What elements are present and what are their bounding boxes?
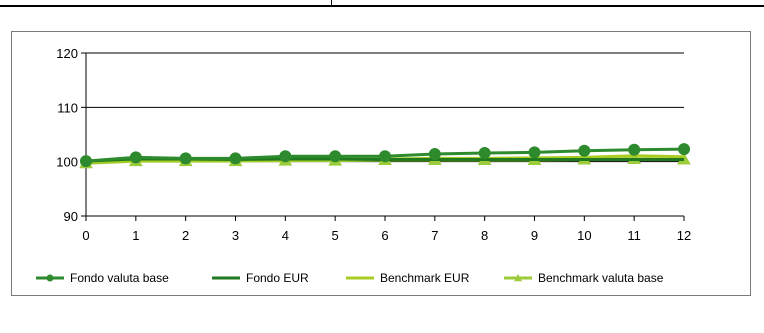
legend-label: Benchmark valuta base xyxy=(538,271,664,285)
legend: Fondo valuta base Fondo EUR Benchmark EUR B… xyxy=(36,271,664,285)
x-tick-label: 11 xyxy=(627,228,641,243)
top-rule xyxy=(0,5,764,7)
legend-item-fondo-eur: Fondo EUR xyxy=(212,271,309,285)
data-point-fondo-valuta-base xyxy=(279,150,292,163)
data-point-fondo-valuta-base xyxy=(80,155,92,168)
legend-item-fondo-valuta-base: Fondo valuta base xyxy=(36,271,169,285)
y-tick-label: 110 xyxy=(57,100,78,115)
legend-label: Fondo EUR xyxy=(246,271,309,285)
y-tick-label: 100 xyxy=(56,155,78,170)
x-tick-label: 10 xyxy=(577,228,591,243)
data-point-fondo-valuta-base xyxy=(379,150,391,163)
series-fondo-valuta-base xyxy=(80,143,690,168)
x-tick-label: 6 xyxy=(381,228,388,243)
legend-marker-fondo-valuta-base xyxy=(46,274,54,282)
x-tick-label: 3 xyxy=(232,228,239,243)
data-point-fondo-valuta-base xyxy=(628,143,641,156)
x-tick-label: 5 xyxy=(332,228,339,243)
x-tick-label: 9 xyxy=(531,228,538,243)
y-tick-label: 120 xyxy=(56,46,78,61)
x-tick-label: 2 xyxy=(182,228,189,243)
x-tick-label: 0 xyxy=(82,228,89,243)
data-point-fondo-valuta-base xyxy=(678,143,690,156)
x-tick-label: 4 xyxy=(282,228,289,243)
series-layer xyxy=(79,143,691,169)
data-point-fondo-valuta-base xyxy=(329,150,342,163)
top-rule-tick xyxy=(331,0,332,6)
data-point-fondo-valuta-base xyxy=(578,144,591,157)
x-tick-label: 7 xyxy=(431,228,438,243)
legend-label: Benchmark EUR xyxy=(380,271,470,285)
data-point-fondo-valuta-base xyxy=(129,151,142,164)
data-point-fondo-valuta-base xyxy=(478,146,491,159)
legend-item-benchmark-valuta-base: Benchmark valuta base xyxy=(504,271,664,285)
legend-label: Fondo valuta base xyxy=(70,271,169,285)
data-point-fondo-valuta-base xyxy=(229,152,242,165)
y-axis-ticks: 90 100 110 120 xyxy=(56,46,86,224)
x-tick-label: 8 xyxy=(481,228,488,243)
grid-lines xyxy=(86,52,684,217)
data-point-fondo-valuta-base xyxy=(528,146,541,159)
x-tick-label: 12 xyxy=(677,228,691,243)
x-axis-ticks: 0 1 2 3 4 5 6 7 8 9 10 11 12 xyxy=(82,216,691,243)
y-tick-label: 90 xyxy=(64,209,78,224)
data-point-fondo-valuta-base xyxy=(179,152,192,165)
x-tick-label: 1 xyxy=(132,228,139,243)
legend-marker-benchmark-valuta-base xyxy=(514,274,522,282)
legend-item-benchmark-eur: Benchmark EUR xyxy=(346,271,470,285)
data-point-fondo-valuta-base xyxy=(428,148,441,161)
